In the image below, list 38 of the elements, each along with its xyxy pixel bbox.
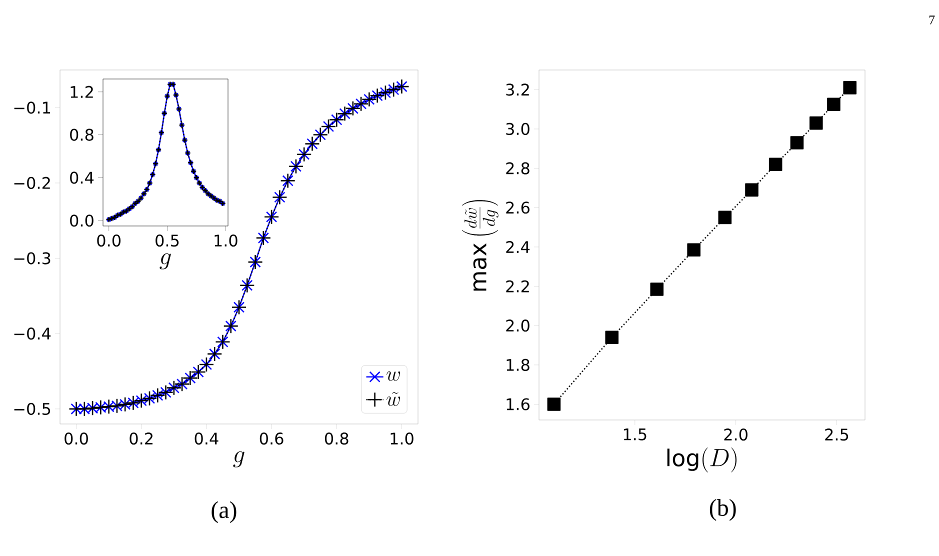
x-tick-label: 1.0 bbox=[214, 234, 238, 247]
y-tick-label: 0.0 bbox=[70, 214, 94, 227]
y-tick-label: 0.8 bbox=[70, 128, 94, 141]
y-tick-label: 0.4 bbox=[70, 172, 94, 184]
y-tick-label: 2.0 bbox=[506, 320, 530, 332]
x-tick-label: 0.2 bbox=[130, 432, 152, 445]
x-tick-label: 0.8 bbox=[324, 432, 348, 445]
y-tick-label: −0.2 bbox=[14, 176, 50, 190]
y-tick-label: 1.6 bbox=[506, 398, 530, 410]
x-axis-title: $\log(D)$ bbox=[667, 447, 737, 472]
y-tick-label: −0.5 bbox=[14, 402, 50, 415]
y-tick-label: 3.0 bbox=[506, 122, 530, 136]
x-axis-title: $g$ bbox=[160, 253, 171, 270]
y-tick-label: 2.4 bbox=[506, 241, 530, 253]
y-tick-label: −0.1 bbox=[14, 102, 50, 114]
x-tick-label: 0.0 bbox=[97, 234, 121, 247]
y-tick-label: −0.3 bbox=[14, 252, 50, 264]
x-axis-title: $g$ bbox=[233, 451, 244, 468]
x-tick-label: 1.5 bbox=[624, 428, 646, 440]
y-tick-label: 2.2 bbox=[506, 280, 529, 292]
text: (a) bbox=[212, 501, 236, 524]
legend-label: $\tilde{w}$ bbox=[386, 392, 400, 406]
y-tick-label: 2.8 bbox=[506, 162, 530, 174]
legend-label: $w$ bbox=[386, 371, 400, 381]
y-tick-label: 2.6 bbox=[506, 202, 530, 214]
y-axis-title: $\max\left(\frac{d\tilde{w}}{dg}\right)$ bbox=[462, 200, 498, 291]
x-tick-label: 2.5 bbox=[825, 428, 848, 441]
x-tick-label: 0.5 bbox=[156, 234, 179, 247]
y-tick-label: −0.4 bbox=[14, 328, 51, 340]
text: (b) bbox=[710, 499, 736, 521]
y-tick-label: 1.8 bbox=[506, 358, 530, 371]
y-tick-label: 1.2 bbox=[70, 86, 93, 98]
y-tick-label: 3.2 bbox=[506, 84, 529, 96]
x-tick-label: 0.4 bbox=[194, 432, 218, 445]
x-tick-label: 2.0 bbox=[724, 428, 748, 441]
text: 7 bbox=[929, 16, 935, 24]
x-tick-label: 0.6 bbox=[260, 432, 284, 445]
x-tick-label: 1.0 bbox=[390, 432, 414, 445]
